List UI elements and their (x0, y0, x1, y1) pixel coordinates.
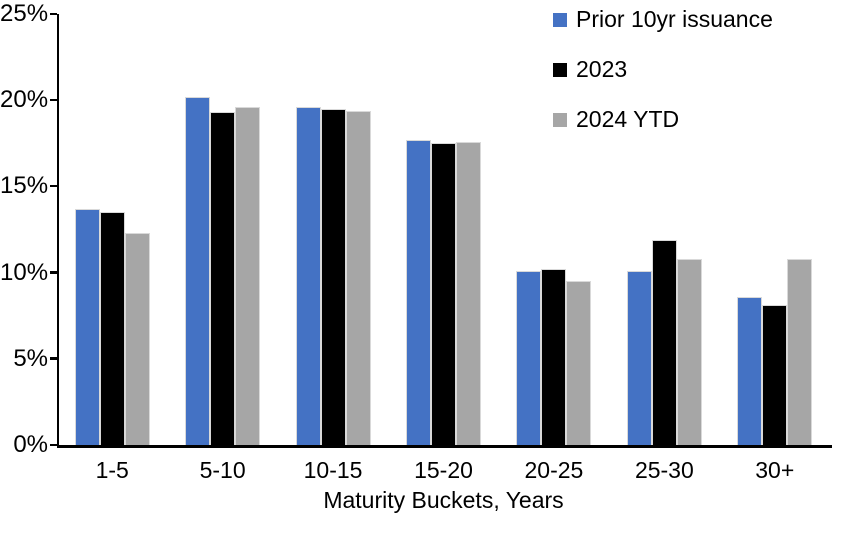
bar-group-1-5 (57, 14, 167, 445)
x-axis-category-label: 1-5 (95, 457, 129, 483)
x-axis-category-label: 30+ (755, 457, 795, 483)
y-axis-tick-mark (50, 184, 57, 188)
y-axis-tick-mark (50, 357, 57, 360)
x-axis-category-label: 10-15 (303, 457, 363, 483)
bar-2023-25-30 (651, 239, 677, 445)
y-axis-tick-label: 25% (0, 0, 49, 27)
legend-item-2024-ytd: 2024 YTD (553, 105, 773, 134)
bar-prior-10yr-issuance-25-30 (626, 270, 652, 445)
x-axis-category-label: 25-30 (634, 457, 694, 483)
bar-group-30+ (720, 14, 830, 445)
bar-2023-10-15 (320, 108, 346, 445)
x-axis-category-label: 15-20 (414, 457, 473, 483)
bar-2024-ytd-10-15 (345, 110, 371, 445)
y-axis-tick-mark (50, 98, 57, 102)
plot-area (57, 14, 832, 448)
bar-2024-ytd-15-20 (455, 141, 481, 445)
y-axis-tick-label: 5% (13, 344, 48, 372)
bar-group-10-15 (278, 14, 388, 445)
legend-item-prior-10yr-issuance: Prior 10yr issuance (553, 5, 773, 34)
bar-prior-10yr-issuance-10-15 (295, 107, 321, 445)
bar-2023-1-5 (99, 212, 125, 445)
bar-2024-ytd-1-5 (124, 232, 150, 445)
legend-label: 2023 (576, 56, 628, 82)
x-axis-category-label: 20-25 (524, 457, 584, 483)
bar-2024-ytd-25-30 (676, 258, 702, 445)
legend-item-2023: 2023 (553, 55, 773, 84)
bar-2024-ytd-30+ (787, 258, 813, 445)
bar-2023-20-25 (541, 269, 567, 445)
bar-prior-10yr-issuance-20-25 (516, 270, 542, 445)
legend-label: 2024 YTD (576, 106, 680, 132)
bar-2024-ytd-5-10 (235, 107, 261, 445)
bar-group-25-30 (609, 14, 719, 445)
bar-prior-10yr-issuance-5-10 (185, 96, 211, 445)
x-axis-title: Maturity Buckets, Years (323, 487, 564, 513)
bar-prior-10yr-issuance-15-20 (405, 139, 431, 445)
legend-swatch-icon (553, 62, 567, 77)
bar-2023-30+ (762, 305, 788, 445)
legend-swatch-icon (553, 112, 567, 127)
bar-2023-5-10 (210, 112, 236, 445)
bar-group-5-10 (167, 14, 277, 445)
y-axis-tick-label: 10% (0, 258, 49, 286)
bar-prior-10yr-issuance-30+ (737, 296, 763, 445)
y-axis-tick-mark (50, 271, 57, 274)
bar-2023-15-20 (430, 143, 456, 445)
bar-group-20-25 (499, 14, 609, 445)
bar-2024-ytd-20-25 (566, 281, 592, 445)
legend-swatch-icon (553, 12, 567, 27)
x-axis-category-label: 5-10 (199, 457, 246, 483)
y-axis-tick-mark (50, 443, 57, 446)
y-axis-tick-label: 20% (0, 86, 49, 114)
y-axis-tick-label: 0% (13, 431, 48, 458)
bar-prior-10yr-issuance-1-5 (74, 208, 100, 445)
y-axis-tick-label: 15% (0, 172, 49, 200)
legend-label: Prior 10yr issuance (576, 6, 773, 32)
legend: Prior 10yr issuance 2023 2024 YTD (553, 5, 773, 134)
bar-group-15-20 (388, 14, 498, 445)
y-axis-tick-mark (50, 12, 57, 15)
